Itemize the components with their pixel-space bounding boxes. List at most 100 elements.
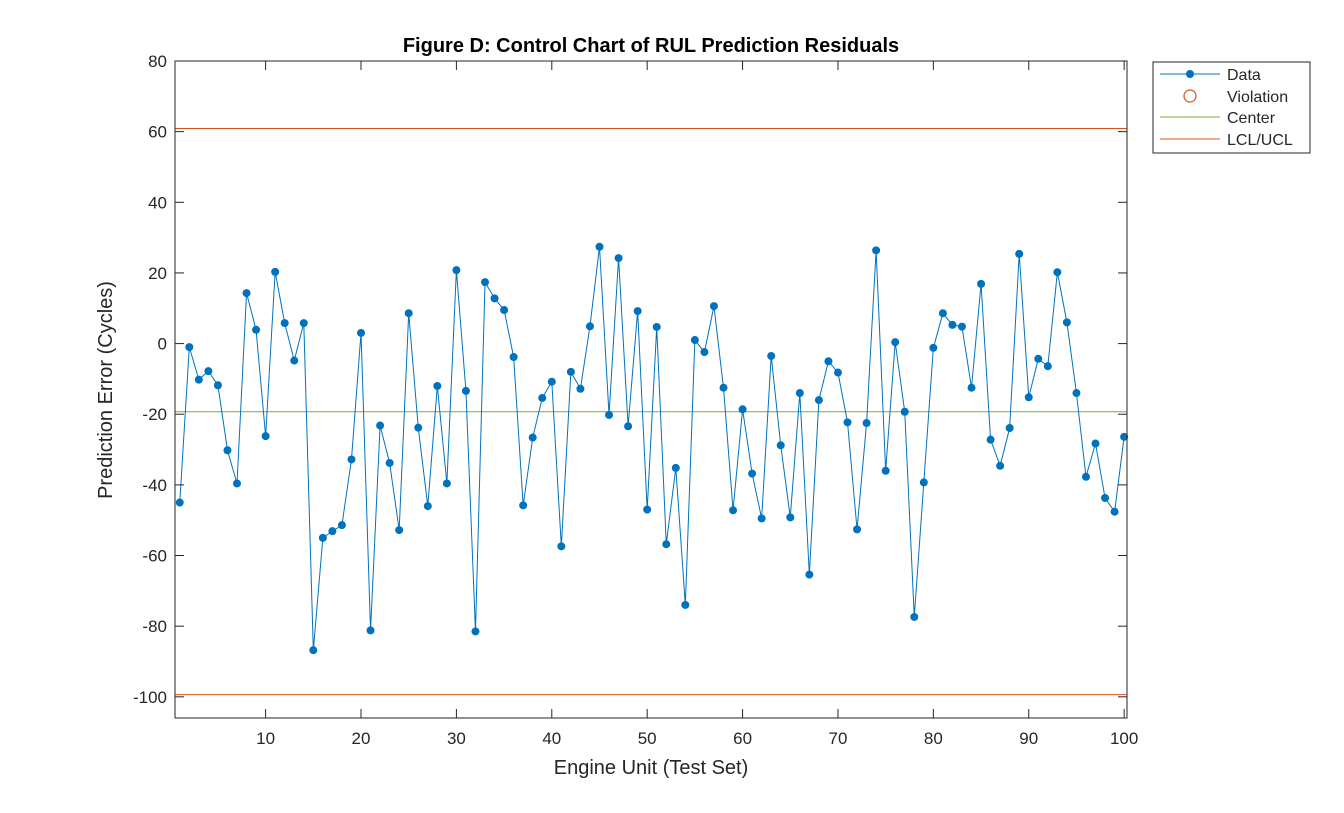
control-limit-lines — [175, 127, 1127, 696]
data-point — [633, 307, 642, 316]
data-point — [900, 407, 909, 416]
data-point — [757, 514, 766, 523]
plot-background — [175, 61, 1127, 718]
x-tick-label: 30 — [447, 729, 466, 748]
data-line — [179, 246, 1125, 651]
data-point — [910, 612, 919, 621]
data-point — [738, 405, 747, 414]
x-tick-label: 100 — [1110, 729, 1138, 748]
data-point — [729, 506, 738, 515]
data-point — [366, 626, 375, 635]
y-tick-label: -60 — [142, 547, 167, 566]
data-point — [843, 418, 852, 427]
y-tick-label: 80 — [148, 52, 167, 71]
data-point — [242, 289, 251, 298]
y-axis-title: Prediction Error (Cycles) — [95, 281, 117, 499]
data-point — [595, 242, 604, 251]
data-point — [194, 375, 203, 384]
data-point — [957, 322, 966, 331]
data-point — [442, 479, 451, 488]
x-axis-title: Engine Unit (Test Set) — [554, 757, 749, 779]
data-point — [547, 377, 556, 386]
data-point — [519, 501, 528, 510]
data-point — [309, 646, 318, 655]
data-point — [185, 343, 194, 352]
data-point — [853, 525, 862, 534]
data-point — [461, 386, 470, 395]
legend-label-violation: Violation — [1227, 89, 1288, 106]
data-point — [614, 254, 623, 263]
data-point — [671, 463, 680, 472]
data-point — [557, 542, 566, 551]
data-point — [795, 389, 804, 398]
data-point — [585, 322, 594, 331]
x-tick-label: 20 — [352, 729, 371, 748]
data-point — [690, 336, 699, 345]
data-point — [643, 505, 652, 514]
data-point — [528, 433, 537, 442]
data-point — [1024, 393, 1033, 402]
data-point — [566, 367, 575, 376]
y-tick-label: -80 — [142, 617, 167, 636]
legend-label-center: Center — [1227, 110, 1276, 127]
data-point — [700, 348, 709, 357]
data-point — [767, 351, 776, 360]
y-tick-label: -20 — [142, 405, 167, 424]
data-point — [776, 441, 785, 450]
x-axis-ticks: 10 20 30 40 50 60 70 80 90 100 — [256, 61, 1138, 748]
data-point — [872, 246, 881, 255]
data-point — [652, 322, 661, 331]
x-tick-label: 40 — [542, 729, 561, 748]
data-point — [986, 435, 995, 444]
y-tick-label: -100 — [133, 688, 167, 707]
data-point — [805, 570, 814, 579]
data-point — [280, 319, 289, 328]
data-point — [175, 498, 184, 507]
data-point — [433, 381, 442, 390]
data-point — [709, 302, 718, 311]
data-point — [1005, 424, 1014, 433]
y-tick-label: 20 — [148, 264, 167, 283]
data-point — [833, 368, 842, 377]
data-point — [624, 422, 633, 431]
data-point — [471, 627, 480, 636]
data-point — [996, 461, 1005, 470]
x-tick-label: 70 — [829, 729, 848, 748]
data-point — [299, 319, 308, 328]
data-point — [509, 353, 518, 362]
data-point — [1091, 439, 1100, 448]
data-point — [1062, 318, 1071, 327]
data-point — [938, 309, 947, 318]
data-point — [385, 458, 394, 467]
data-point — [948, 320, 957, 329]
data-point — [1120, 432, 1129, 441]
y-tick-label: -40 — [142, 476, 167, 495]
data-point — [786, 513, 795, 522]
data-point — [290, 356, 299, 365]
data-point — [538, 393, 547, 402]
data-point — [1043, 362, 1052, 371]
data-point — [967, 383, 976, 392]
data-point — [576, 384, 585, 393]
data-point — [719, 383, 728, 392]
data-point — [271, 267, 280, 276]
legend-violation-marker — [1183, 89, 1197, 103]
data-point — [490, 294, 499, 303]
data-point — [318, 533, 327, 542]
x-tick-label: 50 — [638, 729, 657, 748]
chart-title: Figure D: Control Chart of RUL Predictio… — [403, 35, 899, 57]
data-point — [357, 328, 366, 337]
data-point — [824, 357, 833, 366]
data-series-line — [179, 246, 1125, 651]
data-point — [233, 479, 242, 488]
data-point — [814, 396, 823, 405]
x-tick-label: 80 — [924, 729, 943, 748]
data-point — [929, 343, 938, 352]
data-point — [977, 279, 986, 288]
data-point — [919, 478, 928, 487]
data-point — [748, 469, 757, 478]
data-point — [404, 309, 413, 318]
data-point — [423, 502, 432, 511]
x-tick-label: 10 — [256, 729, 275, 748]
chart-legend: Data Violation Center LCL/UCL — [1152, 61, 1311, 154]
